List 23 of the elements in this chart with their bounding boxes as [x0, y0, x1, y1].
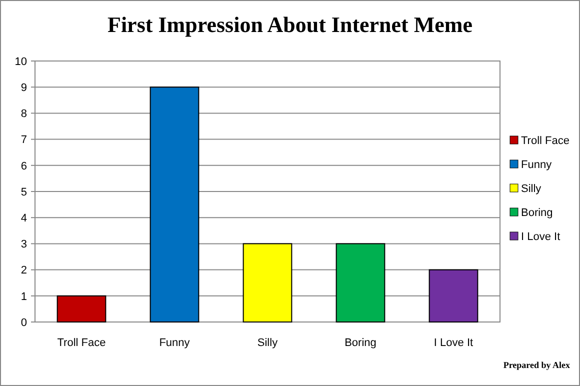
- y-tick-label: 6: [20, 160, 27, 172]
- y-tick-label: 0: [20, 316, 27, 329]
- chart-title: First Impression About Internet Meme: [108, 12, 473, 37]
- y-tick-label: 8: [20, 108, 27, 120]
- y-tick-label: 5: [20, 186, 27, 198]
- y-tick-label: 1: [20, 290, 27, 303]
- x-tick-label: Boring: [344, 337, 376, 349]
- x-tick-label: Silly: [257, 337, 278, 349]
- x-tick-label: Funny: [159, 337, 190, 349]
- legend-label: Troll Face: [521, 134, 570, 147]
- legend-label: I Love It: [521, 230, 560, 243]
- y-tick-label: 2: [20, 264, 27, 277]
- legend-label: Funny: [521, 158, 552, 171]
- text: Prepared by Alex: [503, 360, 570, 370]
- y-tick-label: 10: [14, 56, 27, 68]
- y-tick-label: 7: [20, 134, 27, 146]
- y-tick-label: 9: [20, 82, 27, 94]
- legend-label: Boring: [521, 206, 553, 219]
- x-tick-label: Troll Face: [57, 337, 106, 349]
- x-tick-label: I Love It: [434, 337, 474, 349]
- y-tick-label: 3: [20, 238, 27, 251]
- legend-label: Silly: [521, 182, 542, 195]
- y-tick-label: 4: [20, 212, 27, 224]
